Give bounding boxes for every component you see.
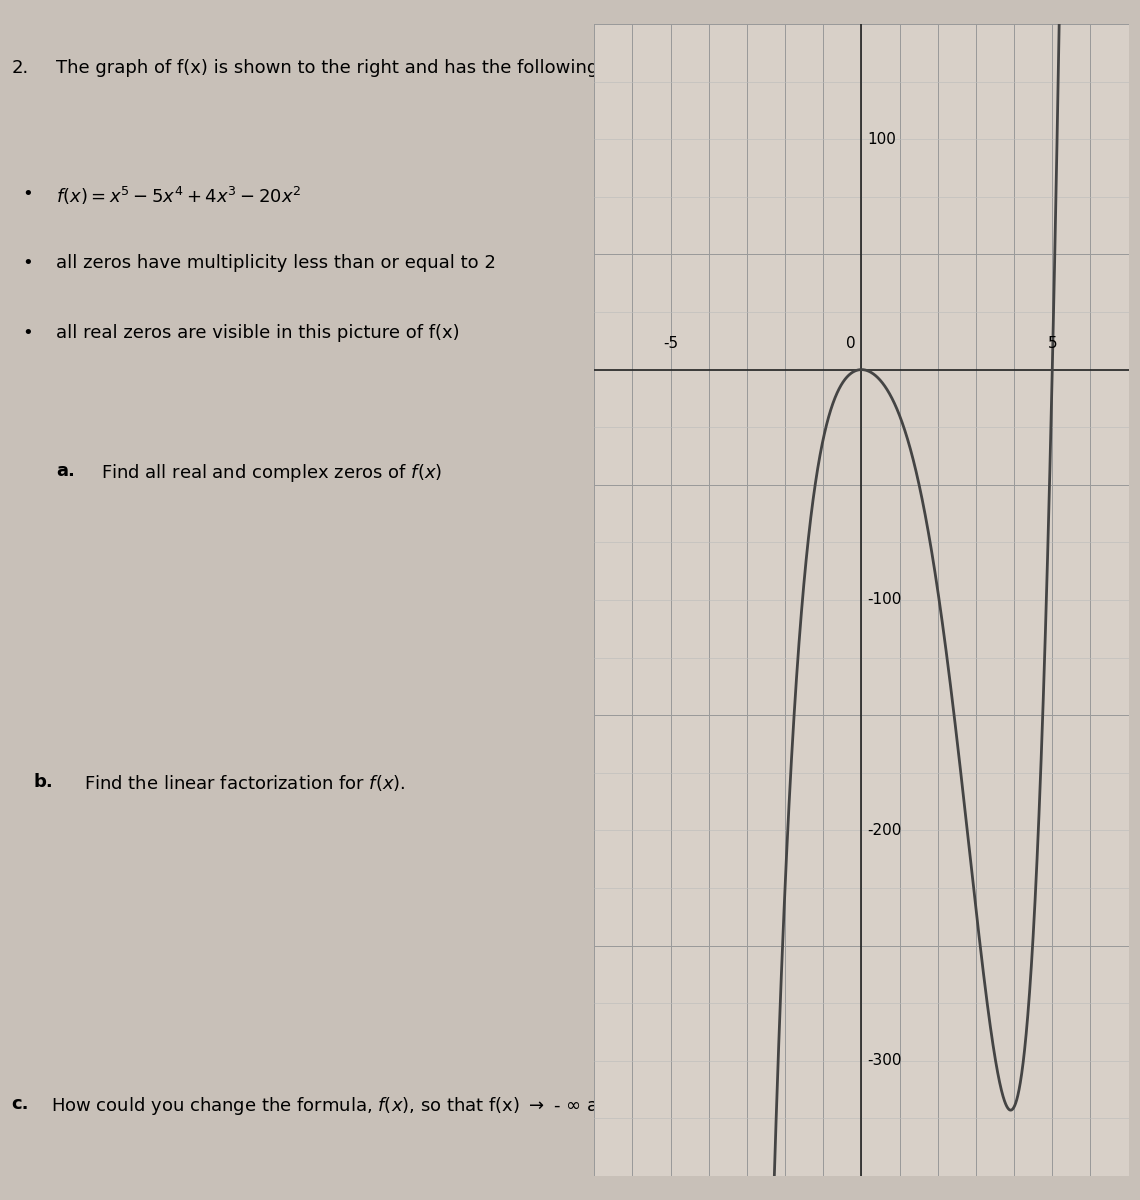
Text: all real zeros are visible in this picture of f(x): all real zeros are visible in this pictu…: [56, 324, 459, 342]
Text: Find the linear factorization for $f(x)$.: Find the linear factorization for $f(x)$…: [84, 773, 406, 793]
Text: -100: -100: [868, 593, 902, 607]
Text: 2.: 2.: [11, 59, 28, 77]
Text: all zeros have multiplicity less than or equal to 2: all zeros have multiplicity less than or…: [56, 254, 496, 272]
Text: -300: -300: [868, 1054, 902, 1068]
Text: -200: -200: [868, 823, 902, 838]
Text: The graph of f(x) is shown to the right and has the following characteristics.: The graph of f(x) is shown to the right …: [56, 59, 742, 77]
Text: a.: a.: [56, 462, 75, 480]
Text: -5: -5: [663, 336, 678, 352]
Text: Find all real and complex zeros of $f(x)$: Find all real and complex zeros of $f(x)…: [101, 462, 442, 484]
Text: $f(x) = x^5 - 5x^4 + 4x^3 - 20x^2$: $f(x) = x^5 - 5x^4 + 4x^3 - 20x^2$: [56, 185, 302, 208]
Text: 5: 5: [1048, 336, 1057, 352]
Text: •: •: [23, 254, 33, 272]
Text: 0: 0: [846, 336, 856, 352]
Text: How could you change the formula, $f(x)$, so that f(x) $\rightarrow$ - $\infty$ : How could you change the formula, $f(x)$…: [50, 1096, 687, 1117]
Text: b.: b.: [34, 773, 54, 791]
Text: •: •: [23, 324, 33, 342]
Text: •: •: [23, 185, 33, 203]
Text: 100: 100: [868, 132, 896, 146]
Text: c.: c.: [11, 1096, 28, 1114]
